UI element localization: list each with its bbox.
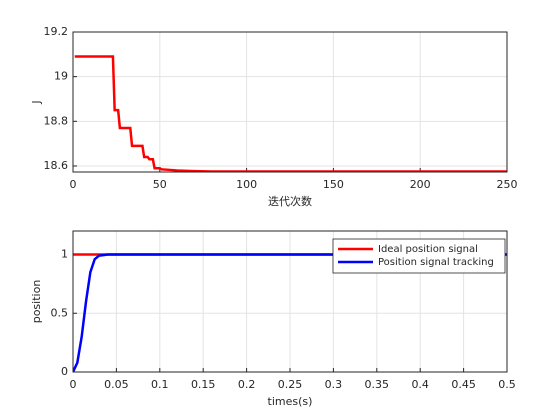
- plot-lines: [74, 55, 507, 172]
- y-tick-label: 19.2: [44, 25, 69, 38]
- y-tick-label: 1: [61, 248, 68, 261]
- y-axis-label: position: [30, 280, 43, 324]
- legend-label: Ideal position signal: [378, 244, 478, 255]
- legend-box: [332, 238, 506, 274]
- x-tick-label: 0.3: [325, 378, 343, 391]
- plot-lines: [73, 253, 507, 372]
- data-line: [74, 55, 507, 172]
- x-tick-label: 250: [497, 178, 518, 191]
- axes-box: [72, 31, 508, 173]
- x-tick-label: 0.05: [104, 378, 129, 391]
- x-tick-label: 0: [70, 178, 77, 191]
- x-tick-label: 0.35: [365, 378, 390, 391]
- x-tick-label: 0.4: [411, 378, 429, 391]
- y-tick-label: 0.5: [51, 306, 69, 319]
- axes-box: [72, 230, 508, 373]
- x-tick-label: 200: [410, 178, 431, 191]
- x-tick-label: 50: [153, 178, 167, 191]
- data-line: [73, 253, 507, 372]
- y-tick-label: 18.8: [44, 114, 69, 127]
- x-axis-label: 迭代次数: [268, 194, 312, 208]
- x-tick-label: 0.2: [238, 378, 256, 391]
- x-tick-label: 150: [323, 178, 344, 191]
- plot-area: [73, 32, 507, 172]
- y-tick-label: 18.6: [44, 159, 69, 172]
- y-axis-label: J: [30, 100, 43, 104]
- x-tick-label: 100: [236, 178, 257, 191]
- x-tick-label: 0: [70, 378, 77, 391]
- x-tick-label: 0.15: [191, 378, 216, 391]
- y-tick-label: 0: [61, 365, 68, 378]
- x-tick-label: 0.5: [498, 378, 516, 391]
- legend-label: Position signal tracking: [378, 257, 494, 268]
- y-tick-label: 19: [54, 70, 68, 83]
- x-tick-label: 0.25: [278, 378, 303, 391]
- x-axis-label: times(s): [268, 395, 313, 408]
- x-tick-label: 0.45: [451, 378, 476, 391]
- x-tick-label: 0.1: [151, 378, 169, 391]
